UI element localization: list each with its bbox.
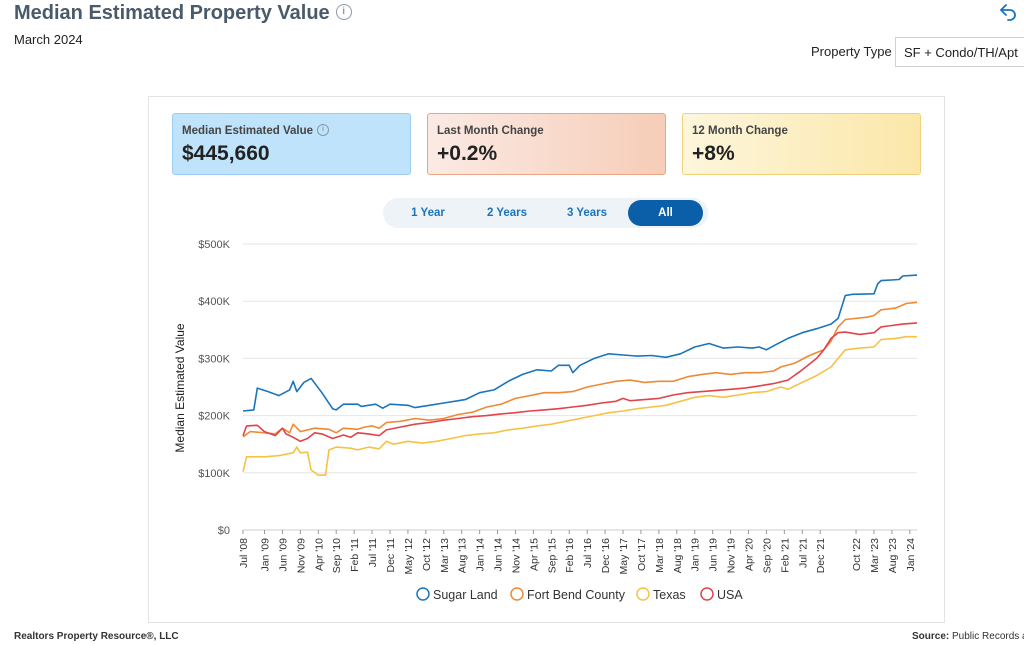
- time-range-selector: 1 Year 2 Years 3 Years All: [383, 198, 708, 228]
- footer-source-value: Public Records a: [952, 631, 1024, 642]
- x-tick-label: Apr '10: [313, 538, 325, 571]
- x-tick-label: Nov '19: [726, 538, 738, 573]
- x-tick-label: Jul '16: [582, 538, 594, 568]
- median-value: $445,660: [182, 142, 270, 165]
- median-value-info-icon[interactable]: i: [317, 124, 330, 136]
- x-tick-label: Mar '23: [869, 538, 881, 573]
- x-tick-label: Oct '17: [636, 538, 648, 571]
- last-month-change-label: Last Month Change: [437, 125, 544, 137]
- y-tick-label: $300K: [198, 353, 230, 365]
- chart-panel: [148, 96, 945, 623]
- x-tick-label: Jan '14: [475, 538, 487, 572]
- x-tick-label: Feb '16: [564, 538, 576, 573]
- x-tick-label: Sep '10: [331, 538, 343, 573]
- footer-source-label: Source:: [912, 631, 950, 642]
- x-tick-label: Jun '19: [708, 538, 720, 572]
- y-tick-label: $400K: [198, 296, 230, 308]
- x-tick-label: Mar '13: [439, 538, 451, 573]
- y-axis-label: Median Estimated Value: [173, 323, 187, 453]
- range-3-years-button[interactable]: 3 Years: [566, 207, 608, 219]
- twelve-month-change-value: +8%: [692, 142, 735, 165]
- x-tick-label: Feb '21: [779, 538, 791, 573]
- last-month-change-value: +0.2%: [437, 142, 498, 165]
- x-tick-label: Dec '21: [815, 538, 827, 573]
- footer-company: Realtors Property Resource®, LLC: [14, 631, 179, 642]
- legend-label: Sugar Land: [433, 588, 498, 602]
- median-value-label: Median Estimated Value: [182, 125, 314, 138]
- property-type-select[interactable]: SF + Condo/TH/Apt: [895, 37, 1024, 67]
- x-tick-label: Jul '21: [797, 538, 809, 568]
- x-tick-label: Sep '15: [546, 538, 558, 573]
- range-2-years-button[interactable]: 2 Years: [486, 207, 528, 219]
- x-tick-label: Jul '08: [238, 538, 250, 568]
- x-tick-label: Apr '20: [744, 538, 756, 571]
- legend-label: USA: [717, 588, 743, 602]
- y-tick-label: $100K: [198, 468, 230, 480]
- x-tick-label: Oct '22: [851, 538, 863, 571]
- y-tick-label: $0: [218, 525, 230, 537]
- twelve-month-change-card: 12 Month Change +8%: [682, 113, 921, 175]
- y-tick-label: $200K: [198, 411, 230, 423]
- x-tick-label: Jun '14: [493, 538, 505, 572]
- x-tick-label: Feb '11: [349, 538, 361, 572]
- x-tick-label: May '12: [403, 538, 415, 575]
- legend-marker: [700, 587, 714, 601]
- legend-marker: [416, 587, 430, 601]
- legend-marker: [636, 587, 650, 601]
- median-value-card: Median Estimated Value i $445,660: [172, 113, 411, 175]
- x-tick-label: Dec '11: [385, 538, 397, 573]
- series-line-fort-bend-county: [242, 301, 918, 438]
- x-tick-label: Nov '09: [295, 538, 307, 573]
- share-icon[interactable]: [998, 2, 1018, 22]
- property-type-label: Property Type: [811, 44, 892, 59]
- x-tick-label: Mar '18: [654, 538, 666, 573]
- x-tick-label: Jul '11: [367, 538, 379, 567]
- series-line-sugar-land: [242, 274, 918, 412]
- x-tick-label: Nov '14: [510, 538, 522, 573]
- legend-item-usa[interactable]: USA: [700, 587, 743, 602]
- y-tick-label: $500K: [198, 239, 230, 251]
- x-tick-label: Aug '18: [672, 538, 684, 573]
- x-tick-label: Aug '13: [457, 538, 469, 573]
- x-tick-label: Sep '20: [761, 538, 773, 573]
- legend-item-texas[interactable]: Texas: [636, 587, 686, 602]
- x-tick-label: Apr '15: [528, 538, 540, 571]
- footer-source: Source: Public Records a: [912, 631, 1024, 642]
- page-title-text: Median Estimated Property Value: [14, 2, 330, 24]
- x-tick-label: Jan '24: [905, 538, 917, 572]
- legend-label: Fort Bend County: [527, 588, 626, 602]
- x-tick-label: Jan '09: [260, 538, 272, 572]
- x-tick-label: Dec '16: [600, 538, 612, 573]
- x-tick-label: Jan '19: [690, 538, 702, 572]
- legend-label: Texas: [653, 588, 686, 602]
- legend-item-sugar-land[interactable]: Sugar Land: [416, 587, 498, 602]
- x-tick-label: May '17: [618, 538, 630, 575]
- legend-item-fort-bend-county[interactable]: Fort Bend County: [510, 587, 626, 602]
- x-tick-label: Aug '23: [887, 538, 899, 573]
- twelve-month-change-label: 12 Month Change: [692, 125, 788, 137]
- series-line-usa: [242, 322, 918, 443]
- last-month-change-card: Last Month Change +0.2%: [427, 113, 666, 175]
- info-icon[interactable]: i: [335, 3, 352, 20]
- series-line-texas: [242, 335, 917, 476]
- page-subtitle: March 2024: [14, 32, 83, 47]
- x-tick-label: Oct '12: [421, 538, 433, 571]
- range-all-button[interactable]: All: [628, 200, 703, 226]
- legend-marker: [510, 587, 524, 601]
- x-tick-label: Jun '09: [277, 538, 289, 572]
- range-1-year-button[interactable]: 1 Year: [411, 207, 445, 219]
- page-title: Median Estimated Property Value i: [14, 2, 352, 25]
